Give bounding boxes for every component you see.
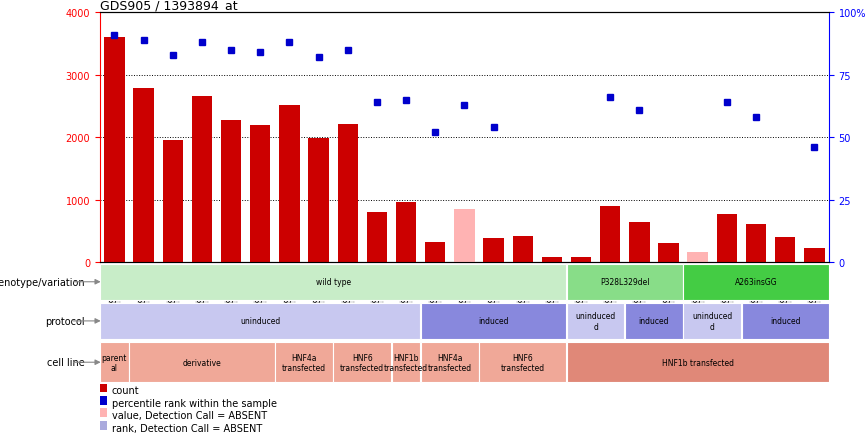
Text: P328L329del: P328L329del bbox=[600, 278, 649, 286]
Bar bbox=[192, 97, 212, 263]
Bar bbox=[100, 264, 566, 300]
Text: A263insGG: A263insGG bbox=[734, 278, 778, 286]
Bar bbox=[104, 38, 125, 263]
Text: derivative: derivative bbox=[182, 358, 221, 367]
Bar bbox=[483, 239, 503, 263]
Bar bbox=[746, 224, 766, 263]
Text: HNF4a
transfected: HNF4a transfected bbox=[282, 353, 326, 372]
Bar bbox=[625, 303, 683, 339]
Bar bbox=[479, 342, 566, 382]
Bar bbox=[100, 396, 107, 405]
Bar bbox=[100, 408, 107, 417]
Text: HNF1b
transfected: HNF1b transfected bbox=[384, 353, 428, 372]
Bar bbox=[279, 105, 299, 263]
Bar bbox=[512, 237, 533, 263]
Text: induced: induced bbox=[639, 317, 669, 326]
Bar bbox=[567, 264, 683, 300]
Bar bbox=[717, 214, 737, 263]
Text: uninduced: uninduced bbox=[240, 317, 280, 326]
Bar bbox=[100, 342, 128, 382]
Bar bbox=[742, 303, 829, 339]
Text: parent
al: parent al bbox=[102, 353, 127, 372]
Text: cell line: cell line bbox=[48, 358, 85, 367]
Bar bbox=[220, 120, 241, 263]
Bar bbox=[683, 264, 829, 300]
Bar bbox=[542, 257, 562, 263]
Bar bbox=[366, 213, 387, 263]
Bar bbox=[567, 342, 829, 382]
Text: percentile rank within the sample: percentile rank within the sample bbox=[112, 398, 277, 408]
Bar bbox=[396, 202, 417, 263]
Text: HNF1b transfected: HNF1b transfected bbox=[661, 358, 733, 367]
Bar bbox=[134, 89, 154, 263]
Text: GDS905 / 1393894_at: GDS905 / 1393894_at bbox=[100, 0, 238, 12]
Text: HNF4a
transfected: HNF4a transfected bbox=[428, 353, 472, 372]
Text: protocol: protocol bbox=[46, 316, 85, 326]
Bar bbox=[600, 207, 621, 263]
Bar bbox=[567, 303, 624, 339]
Text: uninduced
d: uninduced d bbox=[692, 312, 733, 331]
Text: uninduced
d: uninduced d bbox=[575, 312, 615, 331]
Text: value, Detection Call = ABSENT: value, Detection Call = ABSENT bbox=[112, 410, 267, 420]
Bar bbox=[129, 342, 274, 382]
Bar bbox=[804, 248, 825, 263]
Text: induced: induced bbox=[478, 317, 509, 326]
Bar bbox=[629, 223, 649, 263]
Text: wild type: wild type bbox=[316, 278, 351, 286]
Bar bbox=[275, 342, 332, 382]
Bar bbox=[775, 237, 795, 263]
Bar bbox=[250, 125, 271, 263]
Bar bbox=[421, 342, 478, 382]
Text: HNF6
transfected: HNF6 transfected bbox=[501, 353, 545, 372]
Text: induced: induced bbox=[770, 317, 800, 326]
Bar bbox=[391, 342, 420, 382]
Bar bbox=[100, 303, 420, 339]
Bar bbox=[100, 421, 107, 430]
Bar bbox=[421, 303, 566, 339]
Text: HNF6
transfected: HNF6 transfected bbox=[340, 353, 385, 372]
Bar bbox=[338, 125, 358, 263]
Bar bbox=[683, 303, 741, 339]
Bar bbox=[162, 141, 183, 263]
Bar bbox=[308, 139, 329, 263]
Bar bbox=[333, 342, 391, 382]
Bar bbox=[454, 210, 475, 263]
Bar bbox=[658, 244, 679, 263]
Text: rank, Detection Call = ABSENT: rank, Detection Call = ABSENT bbox=[112, 423, 262, 433]
Bar bbox=[425, 242, 445, 263]
Bar bbox=[571, 257, 591, 263]
Text: count: count bbox=[112, 385, 140, 395]
Bar bbox=[100, 383, 107, 392]
Bar bbox=[687, 253, 708, 263]
Text: genotype/variation: genotype/variation bbox=[0, 277, 85, 287]
